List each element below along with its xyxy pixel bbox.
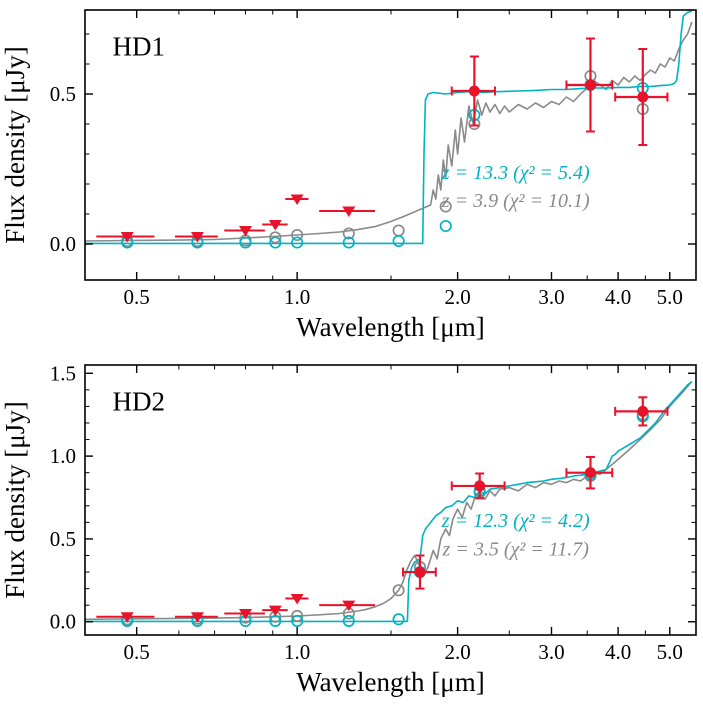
axes-frame bbox=[84, 364, 697, 636]
legend-entry: z = 12.3 (χ² = 4.2) bbox=[441, 510, 590, 532]
y-tick-label: 0.5 bbox=[50, 527, 76, 551]
z13.3-model-points-marker bbox=[269, 236, 282, 249]
legend-entry: z = 3.9 (χ² = 10.1) bbox=[441, 190, 590, 212]
upper-limit-marker bbox=[319, 206, 376, 217]
detection-marker bbox=[402, 554, 437, 590]
z3.5-model-points-marker bbox=[392, 584, 405, 597]
hd2-sed-panel: 0.5 1.0 2.0 3.0 4.0 5.0 0.0 0.5 1.0 1.5 Wavelength… bbox=[0, 361, 697, 697]
z12.3-model-points-marker bbox=[291, 614, 304, 627]
z3.9-model-points-marker bbox=[392, 224, 405, 237]
z13.3-model-points-marker bbox=[239, 236, 252, 249]
z12.3-model-spectrum-line bbox=[85, 380, 693, 623]
detection-marker bbox=[450, 472, 506, 500]
upper-limit-marker bbox=[224, 226, 265, 237]
x-axis-label: Wavelength [μm] bbox=[296, 312, 485, 342]
photometry-point bbox=[474, 480, 486, 492]
detection-marker bbox=[565, 455, 614, 490]
down-triangle-icon bbox=[190, 612, 204, 623]
y-tick-label: 0.0 bbox=[50, 610, 76, 634]
x-tick-label: 0.5 bbox=[124, 285, 150, 309]
x-tick-label: 5.0 bbox=[657, 640, 683, 664]
detection-marker bbox=[614, 48, 669, 146]
down-triangle-icon bbox=[190, 232, 204, 243]
upper-limit-marker bbox=[262, 220, 288, 231]
upper-limit-marker bbox=[96, 232, 155, 243]
down-triangle-icon bbox=[238, 226, 252, 237]
upper-limit-marker bbox=[285, 594, 309, 605]
x-axis-label: Wavelength [μm] bbox=[296, 667, 485, 697]
down-triangle-icon bbox=[290, 594, 304, 605]
detection-marker bbox=[614, 396, 669, 427]
x-tick-label: 5.0 bbox=[657, 285, 683, 309]
x-tick-label: 2.0 bbox=[444, 285, 470, 309]
z13.3-model-points-marker bbox=[291, 236, 304, 249]
down-triangle-icon bbox=[120, 612, 134, 623]
detection-marker bbox=[450, 55, 496, 127]
down-triangle-icon bbox=[342, 206, 356, 217]
axes-frame bbox=[84, 9, 697, 281]
z13.3-model-points-marker bbox=[342, 236, 355, 249]
y-axis-label: Flux density [μJy] bbox=[0, 46, 30, 243]
down-triangle-icon bbox=[290, 194, 304, 205]
z3.5-model-points-marker bbox=[291, 609, 304, 623]
z3.9-model-spectrum-line bbox=[85, 21, 693, 242]
z3.9-model-points-marker bbox=[291, 228, 304, 242]
upper-limit-marker bbox=[262, 605, 288, 617]
down-triangle-icon bbox=[342, 600, 356, 612]
x-tick-label: 0.5 bbox=[124, 640, 150, 664]
photometry-point bbox=[637, 405, 649, 417]
y-tick-label: 0.0 bbox=[50, 232, 76, 256]
plot-area bbox=[85, 10, 693, 249]
x-tick-label: 3.0 bbox=[538, 640, 564, 664]
y-tick-label: 1.5 bbox=[50, 361, 76, 385]
x-tick-label: 2.0 bbox=[444, 640, 470, 664]
upper-limit-marker bbox=[319, 600, 376, 612]
plot-area bbox=[85, 380, 693, 627]
x-tick-label: 4.0 bbox=[605, 285, 631, 309]
z13.3-model-points-marker bbox=[392, 234, 405, 248]
upper-limit-marker bbox=[174, 232, 218, 243]
y-axis-label: Flux density [μJy] bbox=[0, 401, 30, 598]
photometry-point bbox=[637, 91, 649, 103]
x-tick-label: 4.0 bbox=[605, 640, 631, 664]
down-triangle-icon bbox=[268, 220, 282, 231]
down-triangle-icon bbox=[238, 608, 252, 620]
x-tick-label: 1.0 bbox=[284, 285, 310, 309]
panel-title: HD1 bbox=[112, 31, 164, 61]
y-tick-label: 1.0 bbox=[50, 444, 76, 468]
detection-marker bbox=[565, 37, 614, 133]
x-tick-label: 1.0 bbox=[284, 640, 310, 664]
z3.9-model-points-marker bbox=[269, 231, 282, 244]
y-tick-label: 0.5 bbox=[50, 82, 76, 106]
upper-limit-marker bbox=[96, 612, 155, 623]
down-triangle-icon bbox=[268, 605, 282, 617]
hd1-sed-panel: 0.5 1.0 2.0 3.0 4.0 5.0 0.0 0.5 Wavelength [μm] F… bbox=[0, 9, 697, 342]
x-tick-label: 3.0 bbox=[538, 285, 564, 309]
upper-limit-marker bbox=[285, 194, 309, 205]
photometry-point bbox=[468, 85, 480, 97]
z3.9-model-points-marker bbox=[342, 227, 355, 240]
z13.3-model-points-marker bbox=[439, 219, 452, 233]
legend-entry: z = 3.5 (χ² = 11.7) bbox=[442, 538, 590, 560]
z12.3-model-points-marker bbox=[342, 614, 355, 627]
photometry-point bbox=[584, 467, 596, 479]
z12.3-model-points-marker bbox=[392, 613, 405, 626]
upper-limit-marker bbox=[174, 612, 218, 623]
z13.3-model-spectrum-line bbox=[85, 10, 693, 245]
upper-limit-marker bbox=[224, 608, 265, 620]
legend-entry: z = 13.3 (χ² = 5.4) bbox=[441, 162, 590, 184]
z3.9-model-points-marker bbox=[439, 200, 452, 213]
down-triangle-icon bbox=[120, 232, 134, 243]
z3.5-model-spectrum-line bbox=[85, 381, 693, 621]
photometry-point bbox=[584, 79, 596, 91]
photometry-point bbox=[414, 566, 426, 578]
panel-title: HD2 bbox=[112, 386, 164, 416]
